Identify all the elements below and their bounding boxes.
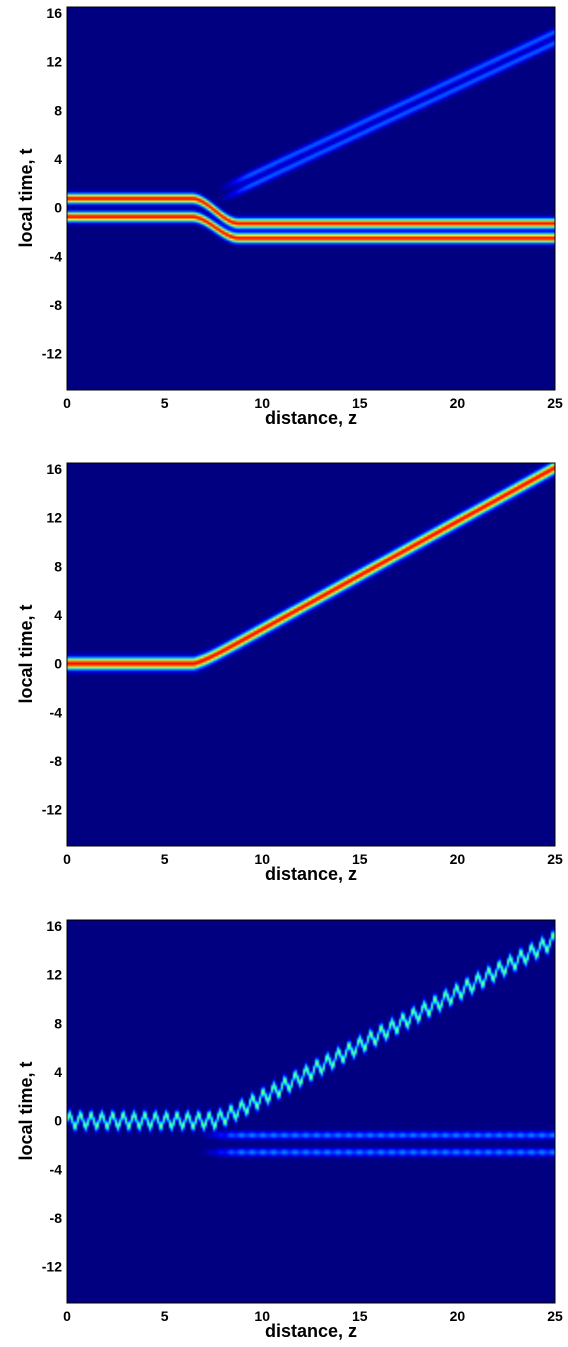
x-tick-label: 25 xyxy=(547,851,563,867)
y-tick-label: -8 xyxy=(50,1210,63,1226)
y-tick-label: -12 xyxy=(42,802,62,818)
x-tick-label: 0 xyxy=(63,1308,71,1324)
y-tick-labels-1: 16 12 8 4 0 -4 -8 -12 xyxy=(42,5,62,361)
y-tick-label: -12 xyxy=(42,1259,62,1275)
x-tick-label: 15 xyxy=(352,395,368,411)
x-tick-label: 20 xyxy=(450,851,466,867)
heatmap-image-2 xyxy=(67,463,555,846)
y-tick-labels-2: 16 12 8 4 0 -4 -8 -12 xyxy=(42,461,62,817)
y-tick-label: -12 xyxy=(42,346,62,362)
y-axis-label-1: local time, t xyxy=(16,148,36,247)
y-tick-label: 4 xyxy=(54,1064,62,1080)
y-tick-label: 12 xyxy=(46,54,62,70)
x-tick-label: 0 xyxy=(63,395,71,411)
panel-2: 0 5 10 15 20 25 16 12 8 4 0 -4 -8 -12 distance, z lo… xyxy=(16,461,563,884)
x-tick-label: 25 xyxy=(547,1308,563,1324)
y-tick-label: 0 xyxy=(54,1113,62,1129)
x-tick-label: 10 xyxy=(254,851,270,867)
y-tick-label: 0 xyxy=(54,200,62,216)
y-tick-label: 0 xyxy=(54,656,62,672)
x-tick-label: 25 xyxy=(547,395,563,411)
plot-frame-1 xyxy=(66,6,556,391)
x-axis-label-2: distance, z xyxy=(265,864,357,884)
heatmap-image-3 xyxy=(67,920,555,1303)
y-axis-label-2: local time, t xyxy=(16,604,36,703)
x-tick-label: 10 xyxy=(254,395,270,411)
panel-3: 0 5 10 15 20 25 16 12 8 4 0 -4 -8 -12 distance, z lo… xyxy=(16,918,563,1341)
panel-1: 0 5 10 15 20 25 16 12 8 4 0 -4 -8 -12 distance, z lo… xyxy=(16,5,563,428)
x-tick-label: 15 xyxy=(352,851,368,867)
x-tick-labels-3: 0 5 10 15 20 25 xyxy=(63,1308,563,1324)
y-tick-label: 12 xyxy=(46,510,62,526)
y-tick-label: 12 xyxy=(46,967,62,983)
plot-frame-2 xyxy=(66,462,556,847)
y-tick-label: 16 xyxy=(46,461,62,477)
y-tick-label: -4 xyxy=(50,704,63,720)
y-tick-label: 8 xyxy=(54,1015,62,1031)
x-tick-labels-1: 0 5 10 15 20 25 xyxy=(63,395,563,411)
x-tick-label: 0 xyxy=(63,851,71,867)
x-tick-label: 20 xyxy=(450,395,466,411)
x-tick-label: 5 xyxy=(161,395,169,411)
x-tick-label: 10 xyxy=(254,1308,270,1324)
x-tick-label: 5 xyxy=(161,1308,169,1324)
x-axis-label-3: distance, z xyxy=(265,1321,357,1341)
y-tick-label: 4 xyxy=(54,607,62,623)
y-tick-label: 4 xyxy=(54,151,62,167)
y-tick-label: -4 xyxy=(50,248,63,264)
y-axis-label-3: local time, t xyxy=(16,1061,36,1160)
x-tick-label: 20 xyxy=(450,1308,466,1324)
y-tick-label: 16 xyxy=(46,5,62,21)
y-tick-label: -8 xyxy=(50,753,63,769)
y-tick-label: -4 xyxy=(50,1161,63,1177)
x-tick-label: 15 xyxy=(352,1308,368,1324)
y-tick-label: -8 xyxy=(50,297,63,313)
y-tick-label: 8 xyxy=(54,558,62,574)
y-tick-label: 16 xyxy=(46,918,62,934)
heatmap-image-1 xyxy=(67,7,555,390)
x-axis-label-1: distance, z xyxy=(265,408,357,428)
x-tick-label: 5 xyxy=(161,851,169,867)
y-tick-labels-3: 16 12 8 4 0 -4 -8 -12 xyxy=(42,918,62,1274)
x-tick-labels-2: 0 5 10 15 20 25 xyxy=(63,851,563,867)
y-tick-label: 8 xyxy=(54,102,62,118)
plot-frame-3 xyxy=(66,919,556,1304)
